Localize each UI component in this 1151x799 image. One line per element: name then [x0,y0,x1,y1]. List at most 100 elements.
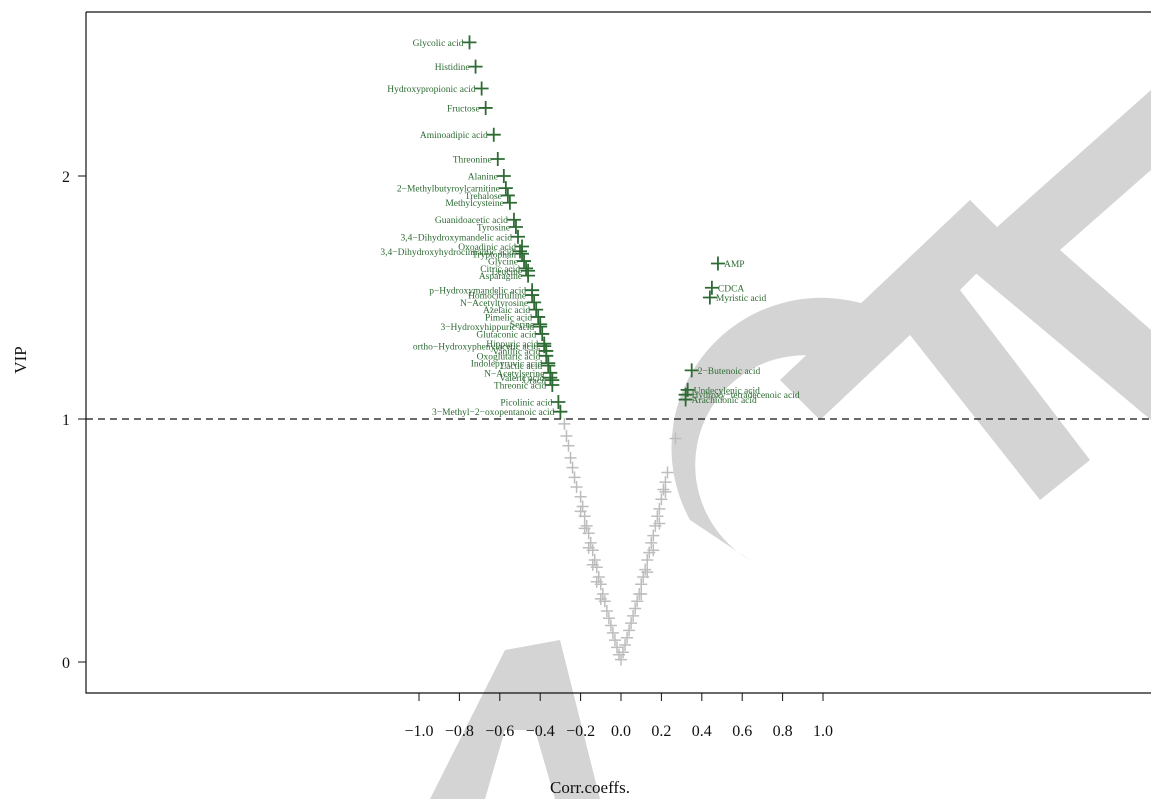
significant-point [468,59,483,74]
significant-point [551,394,566,409]
significant-point [506,212,521,227]
nonsignificant-point [657,483,670,496]
point-label: Pimelic acid [485,313,532,323]
nonsignificant-point [558,417,571,430]
point-label: Fructose [447,104,480,114]
point-label: Tyrosine [477,224,510,234]
point-label: Alanine [468,173,498,183]
watermark-shape [671,297,900,560]
significant-point [539,348,554,363]
nonsignificant-point [608,634,621,647]
point-label: 3,4−Dihydroxyhydrocinnamic acid [380,248,514,258]
nonsignificant-point [578,522,591,535]
nonsignificant-point [631,595,644,608]
y-tick-label: 1 [62,412,70,429]
nonsignificant-point [655,493,668,506]
x-tick-label: 0.8 [773,723,793,740]
nonsignificant-point [586,558,599,571]
nonsignificant-point [582,541,595,554]
nonsignificant-point [659,485,672,498]
x-tick-label: 0.2 [651,723,671,740]
significant-point [531,309,546,324]
point-label: Undecylenic acid [694,386,760,396]
point-label: Oxoadipic acid [458,243,516,253]
significant-point [537,336,552,351]
nonsignificant-point [627,609,640,622]
point-label: Aminoadipic acid [420,131,488,141]
nonsignificant-point [645,536,658,549]
point-label: Azelaic acid [483,306,530,316]
significant-point [529,302,544,317]
nonsignificant-point [602,612,615,625]
significant-point [496,169,511,183]
nonsignificant-point [592,570,605,583]
significant-point [678,392,693,407]
nonsignificant-point [568,471,581,484]
point-label: Citric acid [480,265,520,275]
point-label: 3−Hydroxyhippuric acid [440,323,534,333]
nonsignificant-point [625,617,638,630]
nonsignificant-points [558,417,682,666]
significant-point [702,290,717,305]
nonsignificant-point [606,626,619,639]
x-tick-label: 0.6 [732,723,752,740]
nonsignificant-point [588,553,601,566]
x-tick-label: −0.6 [485,723,514,740]
nonsignificant-point [617,646,630,659]
point-label: AMP [724,260,745,270]
point-label: CDCA [718,284,745,294]
point-label: Histidine [435,63,470,73]
watermark [430,90,1151,799]
point-label: p−Hydroxymandelic acid [429,287,526,297]
point-label: Uracil [523,377,547,387]
point-label: N−Acetyltyrosine [460,299,528,309]
point-label: 3−Methyl−2−oxopentanoic acid [432,408,555,418]
nonsignificant-point [639,563,652,576]
nonsignificant-point [651,510,664,523]
nonsignificant-point [560,430,573,443]
nonsignificant-point [635,587,648,600]
significant-point [462,35,477,50]
significant-point [474,81,489,96]
significant-point [500,188,515,203]
significant-point [541,358,556,373]
nonsignificant-point [580,519,593,532]
nonsignificant-point [641,553,654,566]
point-label: Homocitrulline [468,292,526,302]
significant-point [527,295,542,310]
significant-points [462,35,725,419]
point-labels: Glycolic acid Histidine Hydroxypropionic a… [380,39,799,418]
x-tick-label: 1.0 [813,723,833,740]
nonsignificant-point [574,490,587,503]
point-label: Glutaconic acid [476,330,536,340]
nonsignificant-point [594,592,607,605]
significant-point [519,261,534,276]
y-axis-title: VIP [11,346,30,373]
x-tick-label: 0.4 [692,723,712,740]
x-tick-label: 0.0 [611,723,631,740]
x-tick-label: −0.4 [526,723,555,740]
significant-point [486,127,501,142]
nonsignificant-point [596,587,609,600]
nonsignificant-point [584,536,597,549]
point-label: Hydroxy−tetradecenoic acid [692,391,800,401]
significant-point [510,229,525,244]
x-tick-label: −1.0 [404,723,433,740]
point-label: Asparagine [479,272,522,282]
point-label: Vanillic acid [493,347,541,357]
nonsignificant-point [621,631,634,644]
point-label: Threonine [453,155,492,165]
nonsignificant-point [641,566,654,579]
point-label: 3,4−Dihydroxymandelic acid [401,233,513,243]
x-tick-label: −0.2 [566,723,595,740]
significant-point [502,195,517,210]
point-label: 2−Butenoic acid [698,367,761,377]
point-label: Methylcysteine [445,199,504,209]
point-label: Threonic acid [494,381,547,391]
plot-frame [85,11,1151,694]
watermark-shape [780,200,1090,500]
point-label: Guanidoacetic acid [435,216,508,226]
point-label: Hydroxypropionic acid [387,85,476,95]
point-label: Serine [510,321,534,331]
